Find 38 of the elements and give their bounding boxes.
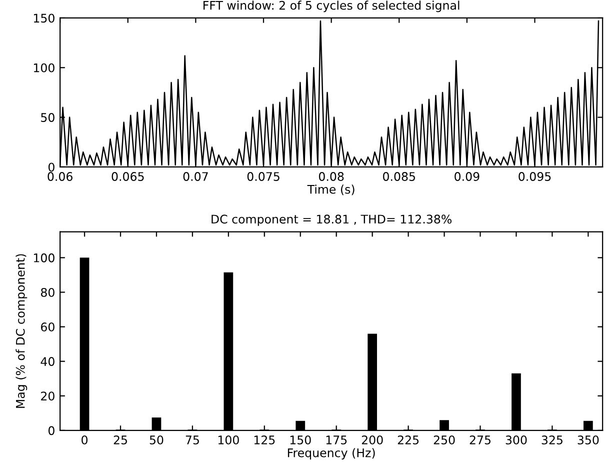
x-tick-label: 175	[326, 436, 347, 444]
y-tick-label: 60	[41, 322, 54, 332]
x-tick-label: 275	[470, 436, 490, 444]
x-tick-label: 25	[114, 436, 127, 444]
chart-title: FFT window: 2 of 5 cycles of selected signal	[204, 0, 460, 12]
x-tick-label: 100	[218, 436, 239, 444]
x-tick-label: 0.095	[518, 172, 551, 181]
x-axis-title: Frequency (Hz)	[288, 448, 375, 460]
y-tick-label: 0	[48, 162, 54, 172]
chart-title: DC component = 18.81 , THD= 112.38%	[212, 214, 452, 226]
x-tick-label: 325	[542, 436, 562, 444]
x-tick-label: 200	[362, 436, 383, 444]
x-tick-label: 250	[434, 436, 455, 444]
x-tick-label: 150	[290, 436, 311, 444]
y-tick-label: 40	[40, 357, 54, 366]
x-tick-label: 0.06	[48, 172, 72, 181]
y-tick-label: 150	[34, 14, 54, 23]
y-tick-label: 80	[40, 288, 54, 297]
x-tick-label: 0.085	[383, 172, 416, 181]
y-tick-label: 20	[41, 392, 54, 401]
y-tick-label: 50	[41, 113, 54, 122]
x-tick-label: 225	[398, 436, 419, 444]
y-tick-label: 0	[48, 426, 54, 436]
y-tick-label: 100	[34, 63, 54, 72]
x-tick-label: 300	[506, 436, 527, 444]
x-tick-label: 0.075	[247, 172, 280, 181]
x-tick-label: 75	[186, 436, 199, 444]
x-tick-label: 125	[254, 436, 275, 444]
x-tick-label: 350	[578, 436, 599, 444]
y-tick-label: 100	[34, 253, 54, 262]
x-tick-label: 0.065	[112, 172, 144, 181]
x-tick-label: 50	[150, 436, 164, 444]
x-axis-title: Time (s)	[307, 184, 354, 196]
x-tick-label: 0.07	[183, 172, 208, 181]
x-tick-label: 0.09	[454, 172, 480, 181]
x-tick-label: 0.08	[318, 172, 344, 181]
y-axis-title: Mag (% of DC component)	[16, 254, 28, 408]
x-tick-label: 0	[82, 436, 88, 444]
